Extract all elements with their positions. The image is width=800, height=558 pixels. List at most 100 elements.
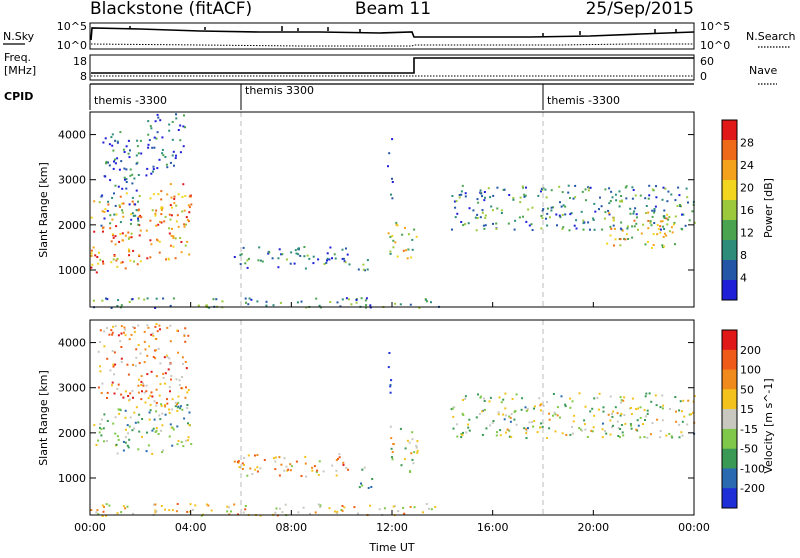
range-gate-cell — [578, 427, 581, 429]
range-gate-cell — [157, 433, 160, 435]
colorbar-swatch — [722, 200, 737, 221]
range-gate-cell — [553, 411, 556, 414]
x-tick-label: 08:00 — [275, 521, 307, 534]
freq-panel-frame — [89, 54, 695, 81]
range-gate-cell — [245, 301, 247, 304]
range-gate-cell — [179, 124, 182, 127]
range-gate-cell — [278, 456, 281, 459]
range-gate-cell — [132, 214, 135, 217]
power-colorbar-label: Power [dB] — [762, 178, 775, 238]
range-gate-cell — [120, 304, 123, 307]
range-gate-cell — [158, 394, 161, 397]
range-gate-cell — [661, 198, 664, 201]
range-gate-cell — [593, 414, 596, 417]
range-gate-cell — [184, 396, 187, 399]
range-gate-cell — [101, 210, 104, 213]
range-gate-cell — [525, 220, 528, 223]
range-gate-cell — [389, 425, 392, 428]
range-gate-cell — [174, 157, 177, 160]
range-gate-cell — [129, 392, 132, 395]
range-gate-cell — [102, 262, 105, 265]
range-gate-cell — [160, 221, 163, 224]
range-gate-cell — [396, 224, 399, 227]
range-gate-cell — [99, 258, 102, 261]
range-gate-cell — [111, 350, 114, 352]
range-gate-cell — [328, 258, 331, 261]
range-gate-cell — [639, 194, 642, 197]
range-gate-cell — [502, 413, 505, 416]
range-gate-cell — [177, 225, 180, 228]
range-gate-cell — [578, 392, 581, 395]
range-gate-cell — [124, 234, 127, 237]
range-gate-cell — [283, 469, 286, 472]
range-gate-cell — [651, 188, 654, 191]
range-gate-cell — [540, 187, 543, 190]
range-gate-cell — [249, 467, 252, 470]
range-gate-cell — [688, 413, 691, 416]
range-gate-cell — [485, 427, 488, 430]
range-gate-cell — [122, 202, 125, 205]
range-gate-cell — [484, 196, 486, 199]
range-gate-cell — [130, 232, 133, 235]
range-gate-cell — [487, 187, 490, 190]
range-gate-cell — [155, 297, 158, 300]
range-gate-cell — [409, 470, 411, 473]
range-gate-cell — [325, 261, 328, 264]
range-gate-cell — [109, 179, 112, 182]
range-gate-cell — [550, 206, 553, 209]
range-gate-cell — [541, 209, 544, 212]
range-gate-cell — [614, 406, 617, 409]
range-gate-cell — [561, 191, 564, 194]
colorbar-tick-label: 24 — [740, 159, 754, 172]
range-gate-cell — [341, 257, 344, 260]
range-gate-cell — [158, 414, 161, 417]
colorbar-swatch — [722, 468, 737, 489]
range-gate-cell — [559, 201, 561, 204]
range-gate-cell — [515, 393, 518, 396]
nsky-tick-high: 10^5 — [57, 20, 87, 33]
range-gate-cell — [481, 410, 484, 413]
range-gate-cell — [176, 443, 179, 446]
range-gate-cell — [411, 438, 414, 441]
range-gate-cell — [654, 394, 657, 397]
range-gate-cell — [120, 332, 123, 335]
range-gate-cell — [592, 426, 595, 429]
range-gate-cell — [663, 215, 665, 218]
range-gate-cell — [102, 141, 105, 144]
range-gate-cell — [114, 363, 117, 366]
range-gate-cell — [505, 431, 507, 434]
range-gate-cell — [584, 405, 587, 408]
range-gate-cell — [151, 429, 154, 432]
range-gate-cell — [104, 175, 107, 178]
range-gate-cell — [453, 200, 456, 203]
range-gate-cell — [101, 299, 104, 302]
range-gate-cell — [167, 368, 170, 371]
range-gate-cell — [434, 506, 437, 508]
range-gate-cell — [608, 213, 611, 216]
colorbar-swatch — [722, 448, 737, 469]
range-gate-cell — [655, 404, 658, 407]
range-gate-cell — [399, 427, 402, 430]
range-gate-cell — [113, 192, 115, 195]
range-gate-cell — [140, 383, 143, 386]
colorbar-tick-label: 8 — [740, 249, 747, 262]
range-gate-cell — [100, 418, 103, 421]
range-gate-cell — [546, 437, 549, 439]
range-gate-cell — [119, 195, 122, 198]
range-gate-cell — [510, 435, 513, 438]
range-gate-cell — [137, 344, 140, 346]
range-gate-cell — [393, 505, 396, 507]
range-gate-cell — [157, 193, 160, 196]
range-gate-cell — [468, 418, 471, 421]
colorbar-swatch — [722, 240, 737, 261]
range-gate-cell — [152, 334, 155, 337]
range-gate-cell — [683, 415, 686, 418]
range-gate-cell — [143, 298, 146, 301]
range-gate-cell — [171, 408, 174, 411]
range-gate-cell — [170, 234, 173, 237]
range-gate-cell — [630, 424, 633, 427]
range-gate-cell — [181, 356, 184, 359]
range-gate-cell — [345, 247, 347, 250]
range-gate-cell — [550, 209, 553, 212]
range-gate-cell — [556, 414, 559, 417]
